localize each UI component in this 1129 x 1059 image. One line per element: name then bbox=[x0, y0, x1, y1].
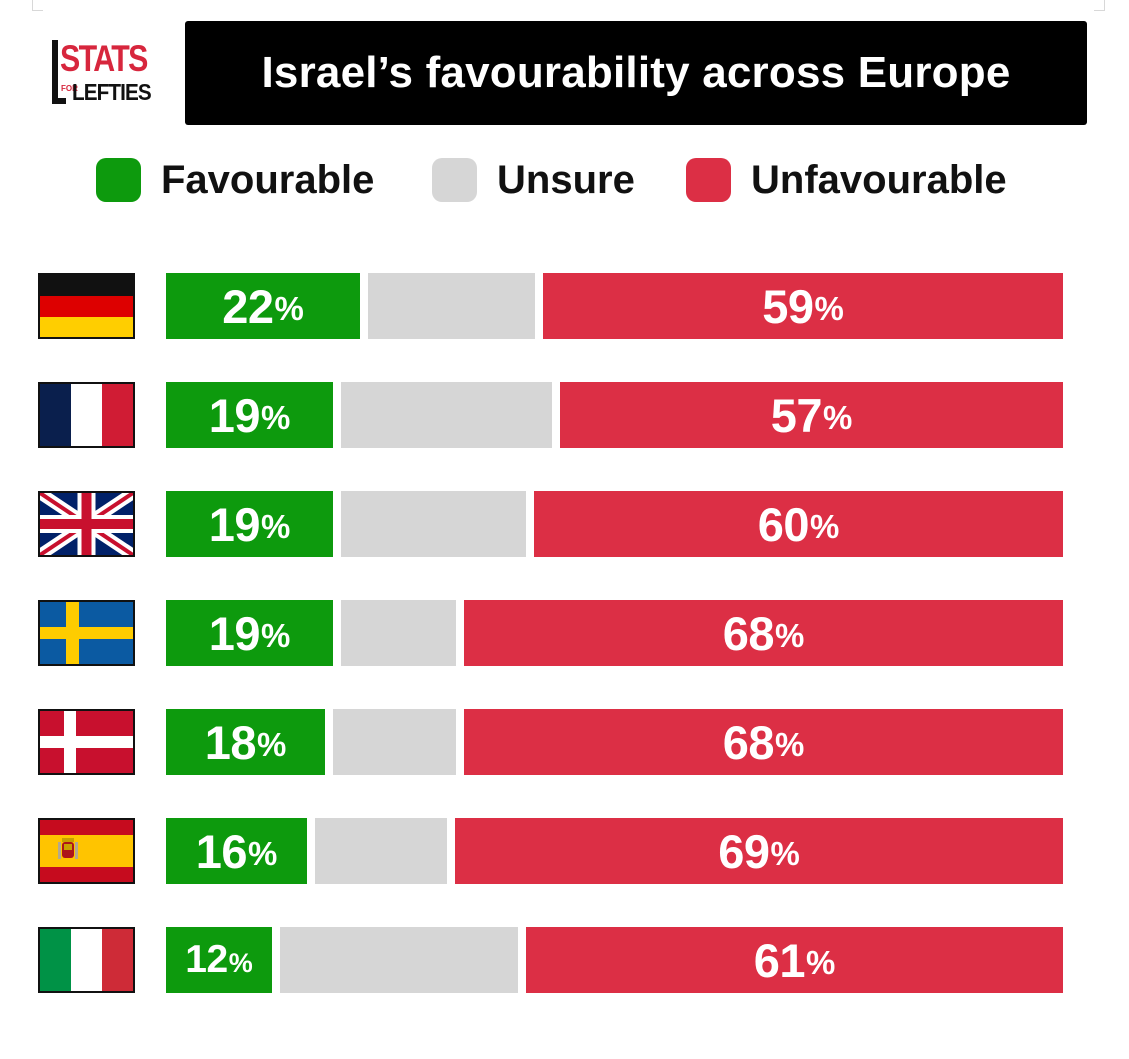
data-label-favourable-sweden: 19 bbox=[208, 606, 261, 660]
row-spain: 16% 69% bbox=[0, 818, 1129, 884]
percent-sign: % bbox=[805, 944, 836, 981]
percent-sign: % bbox=[228, 947, 253, 978]
row-denmark: 18% 68% bbox=[0, 709, 1129, 775]
data-label-favourable-denmark: 18 bbox=[204, 715, 257, 769]
bar-unsure-sweden bbox=[341, 600, 456, 666]
legend-swatch-favourable bbox=[96, 158, 141, 202]
row-sweden: 19% 68% bbox=[0, 600, 1129, 666]
data-label-favourable-italy: 12 bbox=[185, 938, 228, 981]
percent-sign: % bbox=[256, 726, 287, 763]
denmark-flag-icon bbox=[38, 709, 135, 775]
bar-unfavourable-united-kingdom: 60% bbox=[534, 491, 1063, 557]
bar-unsure-italy bbox=[280, 927, 518, 993]
percent-sign: % bbox=[774, 617, 805, 654]
legend-swatch-unsure bbox=[432, 158, 477, 202]
bar-unsure-france bbox=[341, 382, 552, 448]
frame-corner-right bbox=[1094, 0, 1105, 11]
sweden-flag-icon bbox=[38, 600, 135, 666]
bar-favourable-spain: 16% bbox=[166, 818, 307, 884]
bar-favourable-italy: 12% bbox=[166, 927, 272, 993]
united-kingdom-flag-icon bbox=[38, 491, 135, 557]
data-label-unfavourable-spain: 69 bbox=[718, 824, 770, 878]
legend-label-unfavourable: Unfavourable bbox=[751, 157, 1007, 202]
bar-favourable-united-kingdom: 19% bbox=[166, 491, 333, 557]
percent-sign: % bbox=[260, 399, 291, 436]
percent-sign: % bbox=[247, 835, 278, 872]
legend-item-favourable: Favourable bbox=[96, 158, 374, 202]
logo-stats-text: STATS bbox=[60, 38, 148, 79]
bar-unfavourable-france: 57% bbox=[560, 382, 1063, 448]
percent-sign: % bbox=[770, 835, 800, 872]
frame-corner-left bbox=[32, 0, 43, 11]
bar-unfavourable-denmark: 68% bbox=[464, 709, 1063, 775]
data-label-favourable-united-kingdom: 19 bbox=[208, 497, 261, 551]
percent-sign: % bbox=[809, 508, 840, 545]
chart-title: Israel’s favourability across Europe bbox=[185, 21, 1087, 125]
bar-favourable-france: 19% bbox=[166, 382, 333, 448]
percent-sign: % bbox=[260, 617, 291, 654]
bar-favourable-sweden: 19% bbox=[166, 600, 333, 666]
data-label-unfavourable-germany: 59 bbox=[762, 279, 814, 333]
france-flag-icon bbox=[38, 382, 135, 448]
percent-sign: % bbox=[260, 508, 291, 545]
italy-flag-icon bbox=[38, 927, 135, 993]
percent-sign: % bbox=[822, 399, 853, 436]
spain-flag-icon bbox=[38, 818, 135, 884]
row-united-kingdom: 19% 60% bbox=[0, 491, 1129, 557]
germany-flag-icon bbox=[38, 273, 135, 339]
percent-sign: % bbox=[814, 290, 844, 327]
bar-unfavourable-italy: 61% bbox=[526, 927, 1063, 993]
row-italy: 12% 61% bbox=[0, 927, 1129, 993]
legend-swatch-unfavourable bbox=[686, 158, 731, 202]
bar-unfavourable-spain: 69% bbox=[455, 818, 1063, 884]
bar-unfavourable-sweden: 68% bbox=[464, 600, 1063, 666]
data-label-unfavourable-sweden: 68 bbox=[722, 606, 775, 660]
stats-for-lefties-logo: STATS FOR LEFTIES bbox=[52, 38, 152, 106]
percent-sign: % bbox=[774, 726, 805, 763]
data-label-unfavourable-denmark: 68 bbox=[722, 715, 775, 769]
bar-unfavourable-germany: 59% bbox=[543, 273, 1063, 339]
row-germany: 22% 59% bbox=[0, 273, 1129, 339]
logo-lefties-text: LEFTIES bbox=[72, 79, 152, 105]
bar-favourable-denmark: 18% bbox=[166, 709, 325, 775]
data-label-favourable-france: 19 bbox=[208, 388, 261, 442]
bar-favourable-germany: 22% bbox=[166, 273, 360, 339]
legend-item-unsure: Unsure bbox=[432, 158, 635, 202]
logo-for-text: FOR bbox=[61, 84, 78, 93]
data-label-unfavourable-france: 57 bbox=[770, 388, 823, 442]
data-label-unfavourable-united-kingdom: 60 bbox=[757, 497, 810, 551]
bar-unsure-germany bbox=[368, 273, 535, 339]
bar-unsure-spain bbox=[315, 818, 447, 884]
row-france: 19% 57% bbox=[0, 382, 1129, 448]
data-label-favourable-germany: 22 bbox=[222, 279, 274, 333]
legend-label-favourable: Favourable bbox=[161, 157, 375, 202]
legend-item-unfavourable: Unfavourable bbox=[686, 158, 1007, 202]
legend-label-unsure: Unsure bbox=[497, 157, 635, 202]
percent-sign: % bbox=[274, 290, 304, 327]
data-label-unfavourable-italy: 61 bbox=[753, 933, 806, 987]
data-label-favourable-spain: 16 bbox=[195, 824, 248, 878]
bar-unsure-united-kingdom bbox=[341, 491, 526, 557]
bar-unsure-denmark bbox=[333, 709, 456, 775]
